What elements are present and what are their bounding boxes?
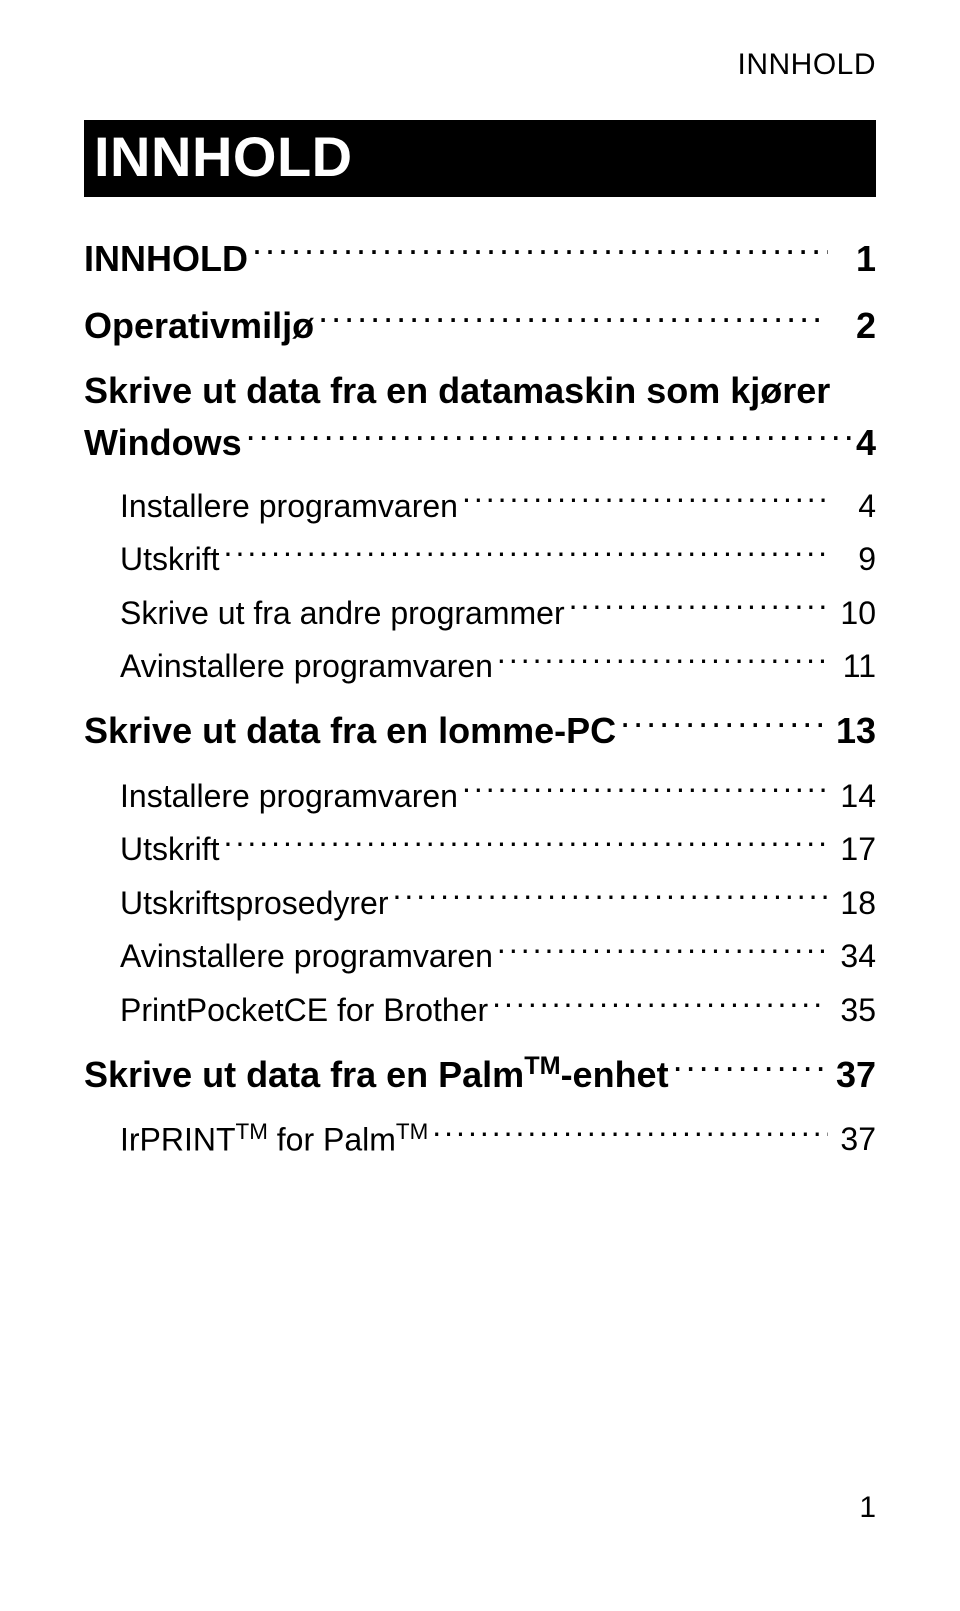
toc-page: 14 <box>832 773 876 819</box>
toc-entry-installere-2[interactable]: Installere programvaren 14 <box>84 771 876 819</box>
toc-page: 1 <box>832 233 876 285</box>
toc-entry-utskrift-1[interactable]: Utskrift 9 <box>84 535 876 583</box>
toc-label: Skrive ut data fra en PalmTM-enhet <box>84 1048 669 1101</box>
toc-leader <box>462 771 828 806</box>
toc-leader <box>569 589 828 624</box>
running-header: INNHOLD <box>737 48 876 82</box>
toc-entry-printpocketce[interactable]: PrintPocketCE for Brother 35 <box>84 986 876 1034</box>
toc-label: Avinstallere programvaren <box>120 643 493 689</box>
toc-entry-irprint[interactable]: IrPRINTTM for PalmTM 37 <box>84 1115 876 1163</box>
toc-entry-palm-enhet[interactable]: Skrive ut data fra en PalmTM-enhet 37 <box>84 1047 876 1101</box>
toc-page: 34 <box>832 933 876 979</box>
toc-label-prefix: Skrive ut data fra en Palm <box>84 1054 524 1095</box>
toc-leader <box>673 1047 828 1087</box>
toc-page: 13 <box>832 705 876 757</box>
toc-leader <box>497 932 828 967</box>
toc-entry-avinstallere-2[interactable]: Avinstallere programvaren 34 <box>84 932 876 980</box>
toc-entry-windows[interactable]: Skrive ut data fra en datamaskin som kjø… <box>84 367 876 468</box>
toc-leader <box>252 231 828 271</box>
toc-label-mid: for Palm <box>268 1121 396 1157</box>
toc-leader <box>492 986 828 1021</box>
toc-page: 10 <box>832 590 876 636</box>
toc-page: 4 <box>856 419 876 468</box>
toc-entry-andre-programmer[interactable]: Skrive ut fra andre programmer 10 <box>84 589 876 637</box>
toc-leader <box>318 299 828 339</box>
toc-page: 35 <box>832 987 876 1033</box>
toc-label: Skrive ut fra andre programmer <box>120 590 565 636</box>
page-number: 1 <box>859 1491 876 1525</box>
toc-entry-lomme-pc[interactable]: Skrive ut data fra en lomme-PC 13 <box>84 704 876 758</box>
toc-page: 9 <box>832 536 876 582</box>
toc-page: 18 <box>832 880 876 926</box>
toc-label: IrPRINTTM for PalmTM <box>120 1116 428 1163</box>
toc-entry-innhold[interactable]: INNHOLD 1 <box>84 231 876 285</box>
toc-page: 37 <box>832 1049 876 1101</box>
toc-label: PrintPocketCE for Brother <box>120 987 488 1033</box>
table-of-contents: INNHOLD 1 Operativmiljø 2 Skrive ut data… <box>84 231 876 1163</box>
toc-page: 11 <box>832 643 876 689</box>
page-title: INNHOLD <box>84 120 876 197</box>
toc-page: 2 <box>832 300 876 352</box>
toc-label: Skrive ut data fra en lomme-PC <box>84 705 616 757</box>
toc-leader <box>246 415 852 455</box>
toc-leader <box>393 879 829 914</box>
trademark-symbol: TM <box>236 1119 268 1144</box>
toc-label: Utskrift <box>120 826 220 872</box>
toc-label: Operativmiljø <box>84 300 314 352</box>
toc-entry-utskrift-2[interactable]: Utskrift 17 <box>84 825 876 873</box>
toc-page: 37 <box>832 1116 876 1162</box>
toc-label: Utskriftsprosedyrer <box>120 880 389 926</box>
toc-label: Installere programvaren <box>120 773 458 819</box>
toc-entry-installere-1[interactable]: Installere programvaren 4 <box>84 481 876 529</box>
toc-label: INNHOLD <box>84 233 248 285</box>
toc-label: Installere programvaren <box>120 483 458 529</box>
toc-leader <box>462 481 828 516</box>
toc-label: Utskrift <box>120 536 220 582</box>
toc-leader <box>497 642 828 677</box>
toc-page: 17 <box>832 826 876 872</box>
toc-entry-operativmiljo[interactable]: Operativmiljø 2 <box>84 299 876 353</box>
toc-leader <box>432 1115 828 1150</box>
toc-label-line1: Skrive ut data fra en datamaskin som kjø… <box>84 367 876 416</box>
toc-leader <box>620 704 828 744</box>
toc-label-line2: Windows <box>84 419 242 468</box>
toc-label: Avinstallere programvaren <box>120 933 493 979</box>
toc-label-prefix: IrPRINT <box>120 1121 236 1157</box>
trademark-symbol: TM <box>524 1052 560 1080</box>
trademark-symbol: TM <box>396 1119 428 1144</box>
toc-label-suffix: -enhet <box>561 1054 669 1095</box>
toc-leader <box>224 825 828 860</box>
toc-entry-avinstallere-1[interactable]: Avinstallere programvaren 11 <box>84 642 876 690</box>
toc-page: 4 <box>832 483 876 529</box>
toc-entry-utskriftsprosedyrer[interactable]: Utskriftsprosedyrer 18 <box>84 879 876 927</box>
toc-leader <box>224 535 828 570</box>
page: INNHOLD INNHOLD INNHOLD 1 Operativmiljø … <box>0 0 960 1611</box>
